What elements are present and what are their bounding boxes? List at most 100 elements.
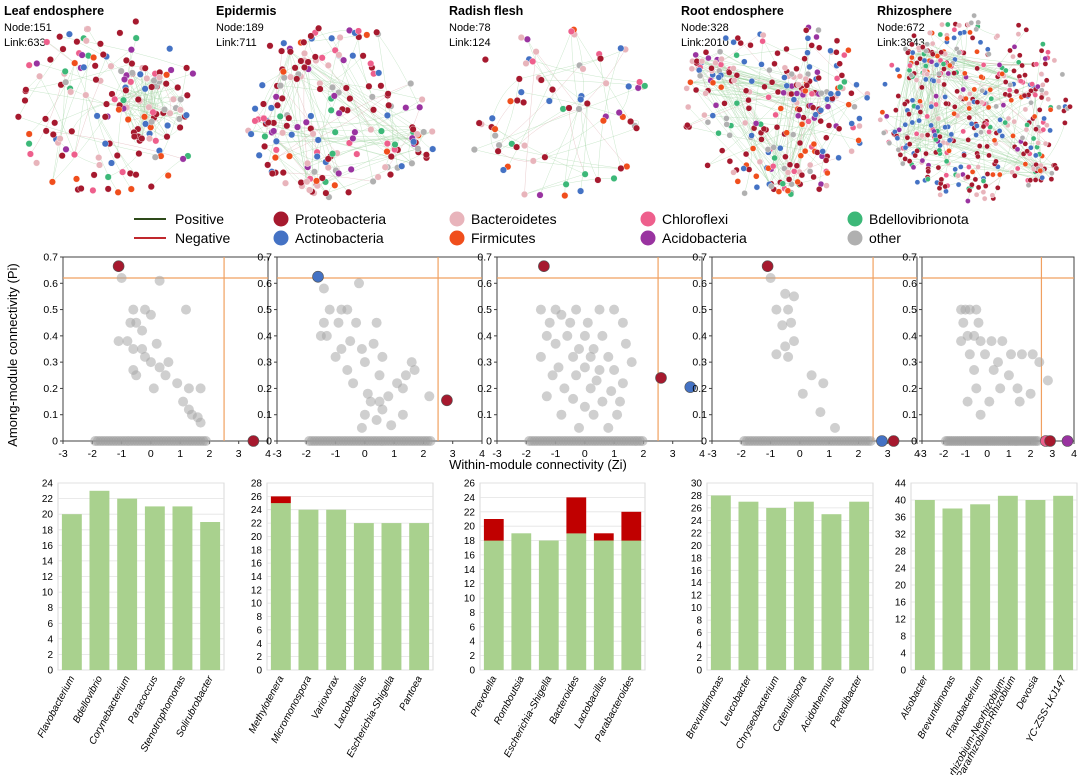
bar-positive xyxy=(942,508,963,670)
zipi-x-tick-label: 2 xyxy=(641,448,647,460)
network-node xyxy=(770,144,777,151)
network-node xyxy=(929,40,936,47)
network-edge xyxy=(898,95,1009,119)
network-nodes xyxy=(877,12,1073,204)
network-node xyxy=(363,31,371,39)
bar-y-tick-label: 8 xyxy=(696,616,702,627)
zipi-point xyxy=(594,304,605,315)
network-node xyxy=(324,61,332,69)
network-node xyxy=(855,137,862,144)
network-node xyxy=(962,70,968,77)
network-node xyxy=(128,69,136,77)
bar-positive xyxy=(793,501,814,670)
network-node xyxy=(930,51,936,58)
network-node xyxy=(790,96,798,103)
network-node xyxy=(734,178,741,185)
network-node xyxy=(306,186,314,194)
network-node xyxy=(166,45,174,53)
network-node xyxy=(251,117,259,125)
network-edge xyxy=(25,63,132,91)
network-node xyxy=(967,29,973,36)
network-node xyxy=(1033,126,1039,132)
network-node-count-rhizo: Node:672 xyxy=(877,22,925,34)
network-edge xyxy=(300,60,414,130)
network-node xyxy=(816,185,823,193)
network-node xyxy=(369,177,377,185)
network-node xyxy=(851,103,858,111)
network-graph xyxy=(470,26,649,200)
network-node xyxy=(314,136,322,144)
network-node xyxy=(745,105,753,112)
network-node xyxy=(991,137,998,144)
zipi-point xyxy=(172,378,183,389)
zipi-point xyxy=(559,383,570,394)
network-node xyxy=(1033,152,1039,159)
network-node xyxy=(267,104,275,112)
network-node xyxy=(969,169,976,175)
zipi-point xyxy=(975,336,986,347)
network-node xyxy=(258,81,266,89)
network-node xyxy=(311,53,319,61)
network-node xyxy=(594,176,602,184)
zipi-hub-point xyxy=(441,394,453,407)
zipi-point xyxy=(160,370,171,381)
network-node xyxy=(823,182,830,189)
network-node xyxy=(409,125,417,133)
network-node xyxy=(73,38,81,46)
network-node xyxy=(418,95,426,103)
network-node xyxy=(781,64,789,72)
network-node xyxy=(941,81,947,88)
network-node xyxy=(770,162,777,170)
network-node xyxy=(760,125,768,133)
bar-y-tick-label: 22 xyxy=(691,528,703,539)
network-node xyxy=(742,119,749,127)
network-node xyxy=(835,125,843,132)
bar-y-tick-label: 10 xyxy=(42,588,54,599)
network-node xyxy=(718,55,725,63)
zipi-hub-point xyxy=(312,270,324,283)
network-node xyxy=(919,84,925,91)
network-node xyxy=(309,130,317,138)
network-node xyxy=(475,119,483,127)
network-node xyxy=(909,49,916,56)
network-node xyxy=(973,26,980,33)
zipi-y-tick-label: 0.2 xyxy=(692,383,707,395)
network-node xyxy=(836,60,843,67)
network-node xyxy=(985,46,991,53)
network-node xyxy=(911,32,917,39)
network-node xyxy=(634,84,642,92)
network-node xyxy=(59,45,67,53)
network-node xyxy=(960,128,967,135)
zipi-x-tick-label: 0 xyxy=(148,448,154,460)
bar-y-tick-label: 0 xyxy=(696,666,702,677)
network-node xyxy=(182,111,190,119)
network-node xyxy=(416,103,424,111)
zipi-x-tick-label: 2 xyxy=(856,448,862,460)
network-node xyxy=(1015,22,1022,29)
network-node xyxy=(909,41,915,48)
network-edge xyxy=(290,51,308,182)
network-node xyxy=(685,103,692,111)
network-edge xyxy=(338,55,374,182)
zipi-x-tick-label: 3 xyxy=(1049,448,1055,460)
network-node xyxy=(68,127,76,135)
zipi-x-tick-label: 3 xyxy=(670,448,676,460)
network-node xyxy=(833,49,840,56)
network-node xyxy=(969,181,975,188)
network-node xyxy=(848,120,855,127)
network-node xyxy=(270,127,278,135)
zipi-y-tick-label: 0.1 xyxy=(43,409,58,421)
bar-y-tick-label: 18 xyxy=(691,553,703,564)
network-node xyxy=(783,82,790,90)
network-node xyxy=(796,73,804,80)
network-node xyxy=(1010,53,1016,60)
network-node xyxy=(937,191,944,198)
zipi-point xyxy=(128,344,139,354)
network-edge xyxy=(492,78,520,119)
network-edge xyxy=(264,146,310,191)
network-node xyxy=(536,191,544,199)
network-node xyxy=(1015,59,1022,66)
network-node xyxy=(715,74,722,81)
network-node xyxy=(82,91,90,99)
bar-positive xyxy=(61,514,82,670)
